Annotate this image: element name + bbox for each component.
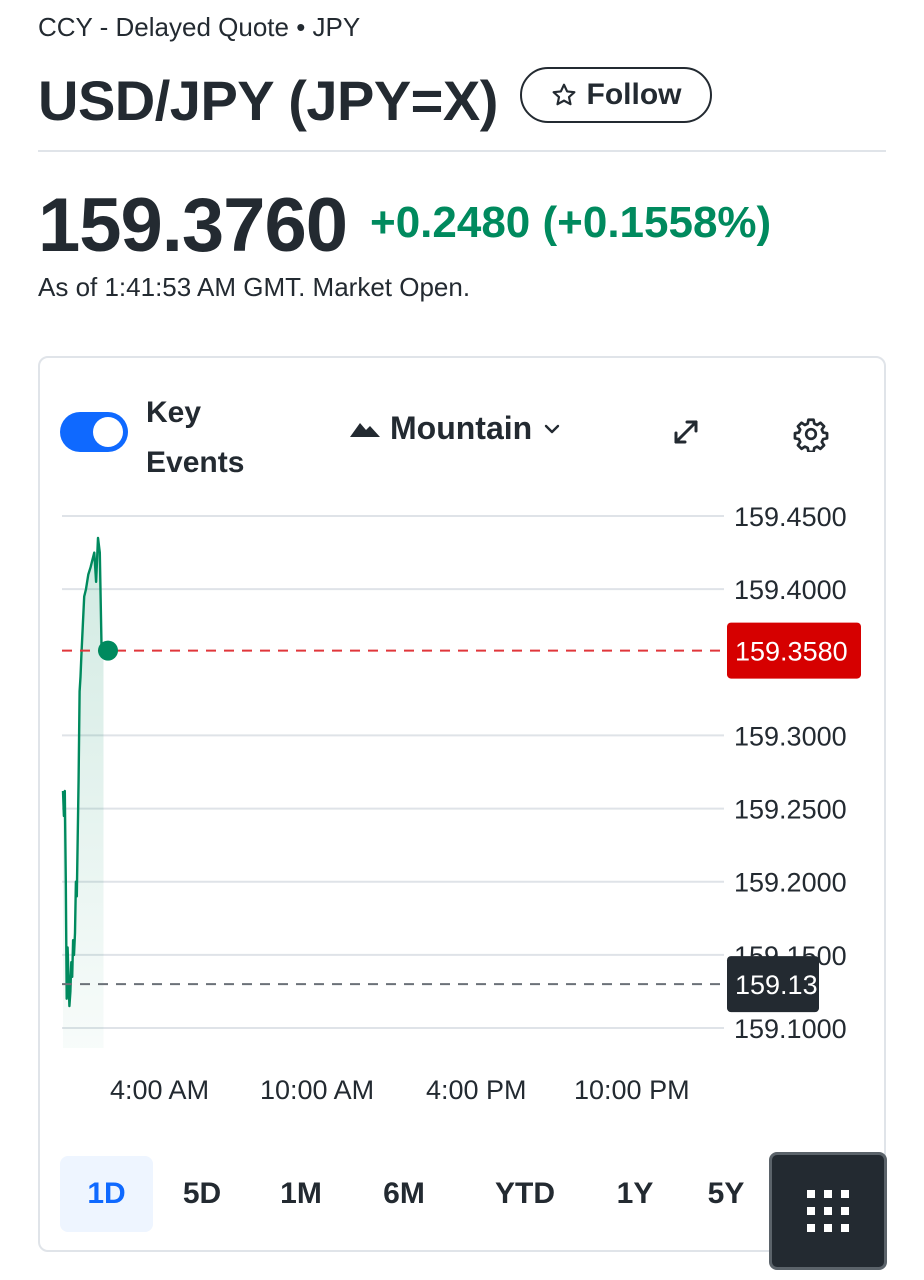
key-events-label: Key Events — [146, 396, 245, 479]
chart-type-dropdown[interactable]: Mountain — [350, 410, 562, 447]
last-point-dot — [98, 640, 118, 661]
grid-dot — [841, 1224, 849, 1232]
current-price-tag — [727, 622, 861, 679]
x-tick-label: 10:00 PM — [574, 1075, 690, 1105]
chart-type-label: Mountain — [390, 410, 533, 446]
y-tick-label: 159.2000 — [734, 868, 847, 898]
range-5d-button[interactable]: 5D — [182, 1177, 222, 1210]
grid-dot — [807, 1224, 815, 1232]
grid-dot — [824, 1207, 832, 1215]
toggle-knob — [93, 417, 123, 447]
page-title: USD/JPY (JPY=X) — [38, 69, 498, 132]
key-events-toggle[interactable] — [60, 412, 128, 452]
grid-dot — [824, 1190, 832, 1198]
more-ranges-button[interactable] — [769, 1152, 887, 1270]
mountain-icon — [350, 422, 380, 437]
follow-label: Follow — [586, 78, 682, 111]
gear-icon[interactable] — [793, 416, 829, 452]
current-price: 159.3760 — [38, 183, 348, 268]
series-area — [63, 537, 104, 1048]
price-chart: 159.4500 159.4000 159.3000 159.2500 159.2000… — [61, 502, 861, 1105]
price-tag-label: 159.13 — [735, 970, 818, 1000]
y-tick-label: 159.4000 — [734, 575, 847, 605]
y-tick-label: 159.1000 — [734, 1014, 847, 1044]
header-divider — [38, 150, 886, 152]
chevron-down-icon — [544, 424, 560, 433]
grid-dot — [807, 1207, 815, 1215]
range-5y-button[interactable]: 5Y — [707, 1177, 745, 1210]
price-change: +0.2480 (+0.1558%) — [370, 198, 772, 247]
follow-button[interactable]: Follow — [520, 67, 712, 123]
price-tag-label: 159.3580 — [735, 637, 848, 667]
grid-dot — [841, 1207, 849, 1215]
range-1d-button[interactable]: 1D — [60, 1156, 153, 1232]
range-6m-button[interactable]: 6M — [383, 1177, 425, 1210]
exchange-line: CCY - Delayed Quote • JPY — [38, 12, 361, 42]
chart-card: Key Events Mountain 159.4500 159.4000 159.… — [38, 356, 887, 1270]
range-1m-button[interactable]: 1M — [280, 1177, 322, 1210]
grid-dot — [841, 1190, 849, 1198]
range-1y-button[interactable]: 1Y — [616, 1177, 654, 1210]
grid-icon — [807, 1190, 815, 1198]
as-of-timestamp: As of 1:41:53 AM GMT. Market Open. — [38, 272, 471, 302]
x-tick-label: 4:00 AM — [110, 1075, 209, 1105]
x-tick-label: 10:00 AM — [260, 1075, 374, 1105]
low-price-tag — [727, 956, 819, 1013]
y-tick-label: 159.3000 — [734, 721, 847, 751]
y-tick-label: 159.2500 — [734, 795, 847, 825]
x-tick-label: 4:00 PM — [426, 1075, 527, 1105]
y-tick-label: 159.4500 — [734, 502, 847, 532]
series-line — [61, 536, 104, 1008]
expand-icon[interactable] — [670, 416, 702, 448]
grid-dot — [824, 1224, 832, 1232]
range-ytd-button[interactable]: YTD — [495, 1177, 555, 1210]
star-icon — [552, 83, 575, 106]
